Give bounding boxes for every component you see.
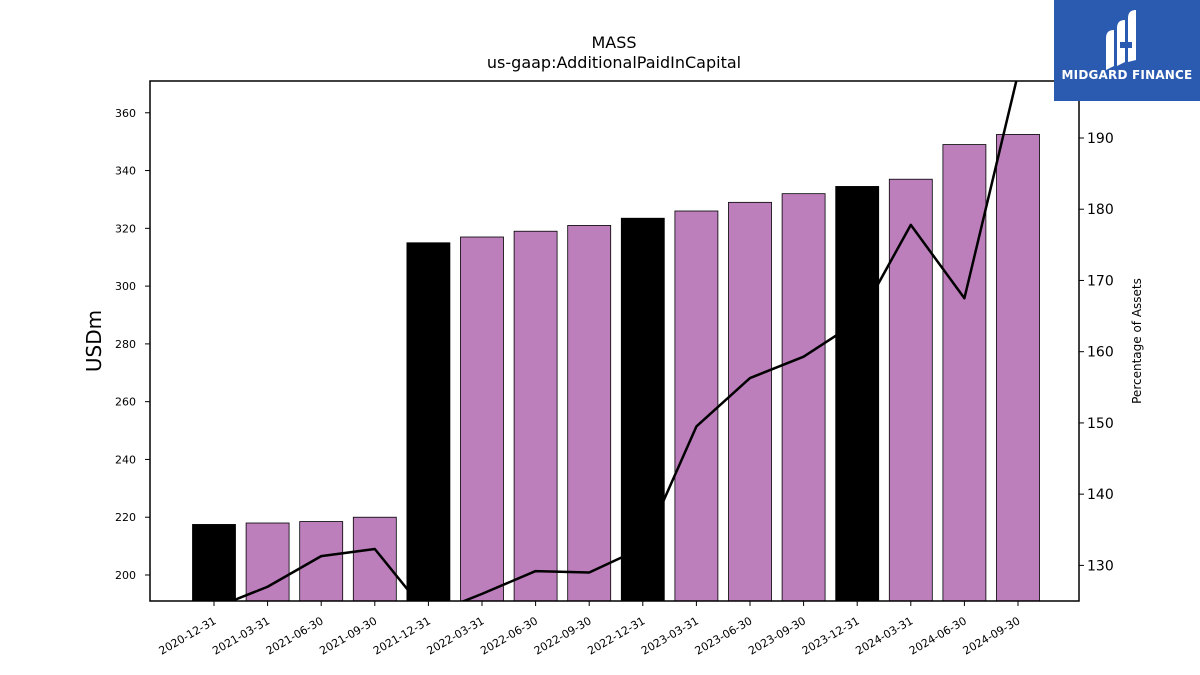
x-tick-label: 2023-06-30 [693,614,755,657]
bar-2022-12-31 [620,217,665,601]
y-tick-label: 320 [115,222,136,235]
x-tick-label: 2022-12-31 [585,614,647,657]
line-layer [228,81,1018,601]
bar-2024-03-31 [888,178,933,601]
x-tick-label: 2023-09-30 [746,614,808,657]
bar-2024-09-30 [996,134,1040,601]
chart-title: MASS [591,33,636,52]
y2-tick-label: 170 [1087,273,1114,289]
x-tick-label: 2024-09-30 [961,614,1023,657]
x-tick-label: 2021-06-30 [264,614,326,657]
y-axis-label: USDm [82,310,106,372]
chart-subtitle: us-gaap:AdditionalPaidInCapital [487,53,741,72]
percentage-line [228,81,1018,601]
bar-2024-06-30 [942,144,987,601]
x-tick-label: 2021-03-31 [210,614,272,657]
plot-frame [149,80,1080,602]
y-tick-label: 300 [115,280,136,293]
bar-2021-12-31 [406,242,451,601]
bar-2022-03-31 [460,236,504,601]
x-tick-label: 2021-12-31 [371,614,433,657]
y-axis-right: 130 140 150 160 170 180 190 [1079,131,1114,574]
y-tick-label: 220 [115,511,136,524]
y2-axis-label: Percentage of Assets [1130,278,1144,404]
x-tick-label: 2023-03-31 [639,614,701,657]
x-tick-label: 2024-03-31 [853,614,915,657]
y2-tick-label: 190 [1087,131,1114,147]
x-tick-label: 2022-06-30 [478,614,540,657]
y-tick-label: 280 [115,338,136,351]
y-tick-label: 200 [115,569,136,582]
x-tick-label: 2020-12-31 [157,614,219,657]
bar-2023-06-30 [728,201,772,601]
bar-2022-06-30 [513,230,558,601]
bar-2020-12-31 [192,524,236,601]
midgard-logo-icon [1054,0,1200,101]
bar-2023-12-31 [835,186,880,601]
x-axis: 2020-12-312021-03-312021-06-302021-09-30… [157,601,1023,658]
logo-text: MIDGARD FINANCE [1061,68,1193,82]
bar-2022-09-30 [567,225,612,601]
logo: MIDGARD FINANCE [1054,0,1200,101]
y2-tick-label: 130 [1087,558,1114,574]
x-tick-label: 2021-09-30 [317,614,379,657]
bars [192,134,1040,601]
x-tick-label: 2024-06-30 [907,614,969,657]
y2-tick-label: 180 [1087,202,1114,218]
y2-tick-label: 160 [1087,345,1114,361]
x-tick-label: 2022-03-31 [425,614,487,657]
y2-tick-label: 150 [1087,416,1114,432]
x-tick-label: 2022-09-30 [532,614,594,657]
x-tick-label: 2023-12-31 [800,614,862,657]
y-tick-label: 240 [115,453,136,466]
y-tick-label: 260 [115,396,136,409]
bar-2021-09-30 [352,516,397,601]
y-tick-label: 340 [115,165,136,178]
bar-2023-09-30 [781,193,826,601]
bar-2021-06-30 [299,521,344,601]
bar-2021-03-31 [245,522,290,601]
y-axis-left: 200 220 240 260 280 300 320 340 360 [115,107,150,582]
bar-2023-03-31 [674,210,719,601]
y-tick-label: 360 [115,107,136,120]
y2-tick-label: 140 [1087,487,1114,503]
